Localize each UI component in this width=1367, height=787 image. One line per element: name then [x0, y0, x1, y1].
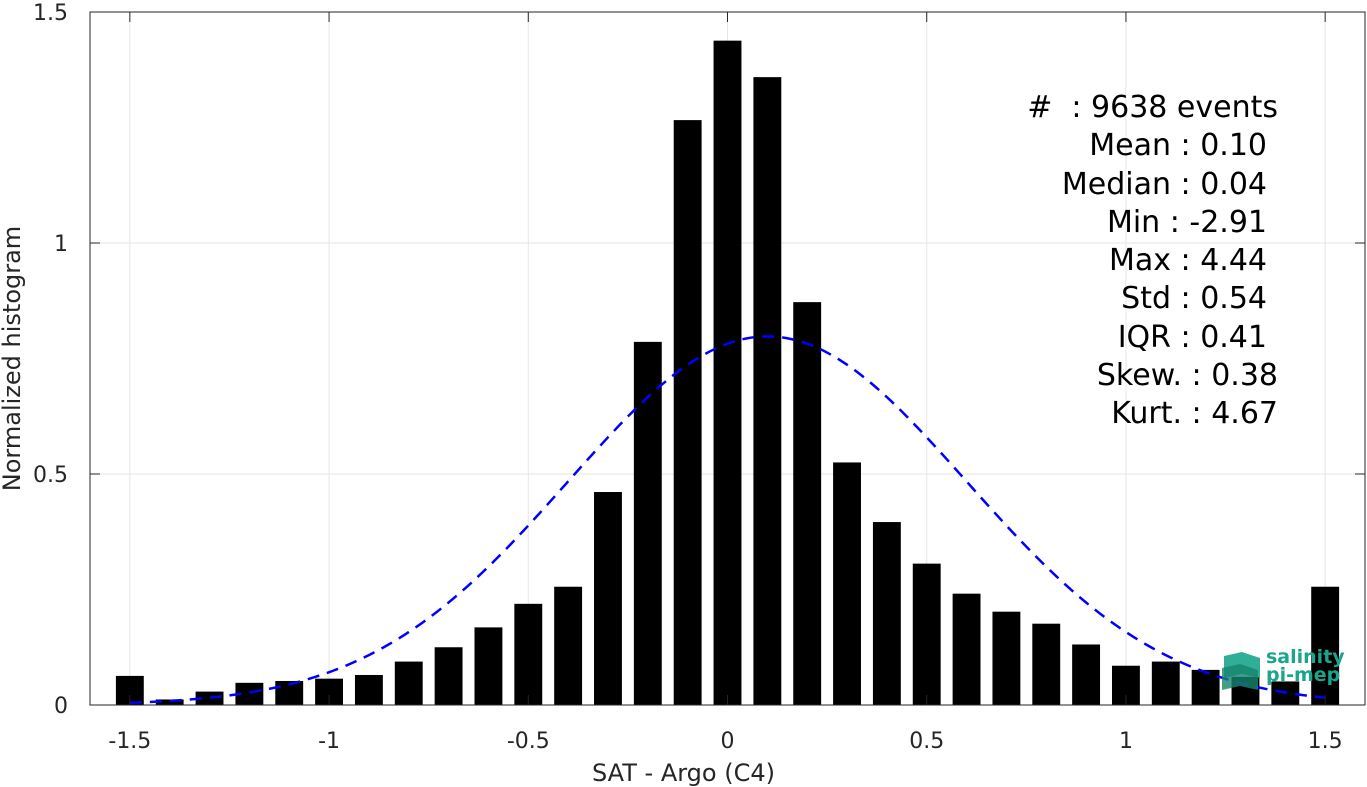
stat-std: Std : 0.54 — [1121, 281, 1267, 317]
y-tick-label: 1.5 — [33, 1, 68, 26]
y-tick-label: 0 — [54, 694, 68, 719]
histogram-bar — [195, 691, 224, 705]
histogram-bar — [434, 647, 463, 705]
stat-skew: Skew. : 0.38 — [1096, 358, 1278, 394]
histogram-bar — [235, 682, 264, 705]
x-tick-label: -0.5 — [507, 729, 550, 754]
y-axis-title: Normalized histogram — [0, 226, 26, 491]
y-tick-label: 0.5 — [33, 463, 68, 488]
histogram-bar — [514, 603, 543, 705]
histogram-bar — [633, 341, 662, 705]
stat-median: Median : 0.04 — [1061, 166, 1267, 202]
histogram-bar — [912, 563, 941, 705]
stat-max: Max : 4.44 — [1109, 243, 1267, 279]
histogram-bar — [1311, 586, 1340, 705]
normal-fit-curve — [129, 335, 1326, 705]
wave-logo-icon — [1222, 652, 1260, 690]
histogram-bar — [753, 77, 782, 706]
histogram-bar — [793, 302, 822, 705]
histogram-bar — [354, 674, 383, 705]
y-tick-label: 1 — [54, 232, 68, 257]
stat-min: Min : -2.91 — [1106, 204, 1267, 240]
histogram-bar — [155, 699, 184, 705]
stat-mean: Mean : 0.10 — [1089, 128, 1267, 164]
y-tick-labels: 0 0.5 1 1.5 — [33, 1, 68, 719]
histogram-bar — [394, 661, 423, 705]
histogram-bar — [1191, 669, 1220, 705]
logo-text-line2: pi-mep — [1266, 664, 1341, 686]
histogram-bar — [474, 627, 503, 705]
x-axis-title: SAT - Argo (C4) — [592, 759, 775, 787]
logo-text-line1: salinity — [1266, 646, 1345, 668]
histogram-bar — [1151, 661, 1180, 705]
x-tick-label: -1.5 — [108, 729, 151, 754]
x-tick-label: 1.5 — [1308, 729, 1343, 754]
x-tick-label: 0.5 — [909, 729, 944, 754]
stat-iqr: IQR : 0.41 — [1117, 319, 1267, 355]
x-tick-label: 0 — [721, 729, 735, 754]
histogram-bar — [713, 40, 742, 706]
salinity-pimep-logo: salinity pi-mep — [1220, 646, 1350, 694]
histogram-bar — [554, 586, 583, 705]
stat-kurt: Kurt. : 4.67 — [1111, 396, 1278, 432]
histogram-bar — [833, 462, 861, 705]
histogram-bar — [952, 593, 981, 705]
histogram-bar — [1072, 644, 1101, 705]
x-tick-labels: -1.5 -1 -0.5 0 0.5 1 1.5 — [108, 729, 1342, 754]
x-tick-label: -1 — [318, 729, 340, 754]
histogram-bar — [673, 120, 702, 705]
histogram-bar — [594, 492, 622, 705]
histogram-bar — [992, 611, 1021, 705]
histogram-bars — [115, 40, 1340, 706]
histogram-bar — [1032, 623, 1061, 705]
stat-count: # : 9638 events — [1027, 90, 1278, 125]
x-tick-label: 1 — [1119, 729, 1133, 754]
statistics-box: # : 9638 events Mean : 0.10 Median : 0.0… — [1027, 89, 1278, 434]
histogram-bar — [872, 522, 901, 705]
axis-ticks — [90, 11, 1365, 706]
